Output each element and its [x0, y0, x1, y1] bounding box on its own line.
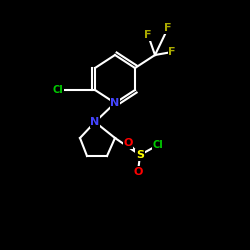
- Text: Cl: Cl: [52, 85, 64, 95]
- Text: F: F: [168, 47, 176, 57]
- Text: O: O: [133, 167, 143, 177]
- Text: F: F: [144, 30, 152, 40]
- Text: F: F: [164, 23, 172, 33]
- Text: O: O: [123, 138, 133, 148]
- Text: S: S: [136, 150, 144, 160]
- Text: Cl: Cl: [152, 140, 164, 150]
- Text: N: N: [110, 98, 120, 108]
- Text: N: N: [90, 117, 100, 127]
